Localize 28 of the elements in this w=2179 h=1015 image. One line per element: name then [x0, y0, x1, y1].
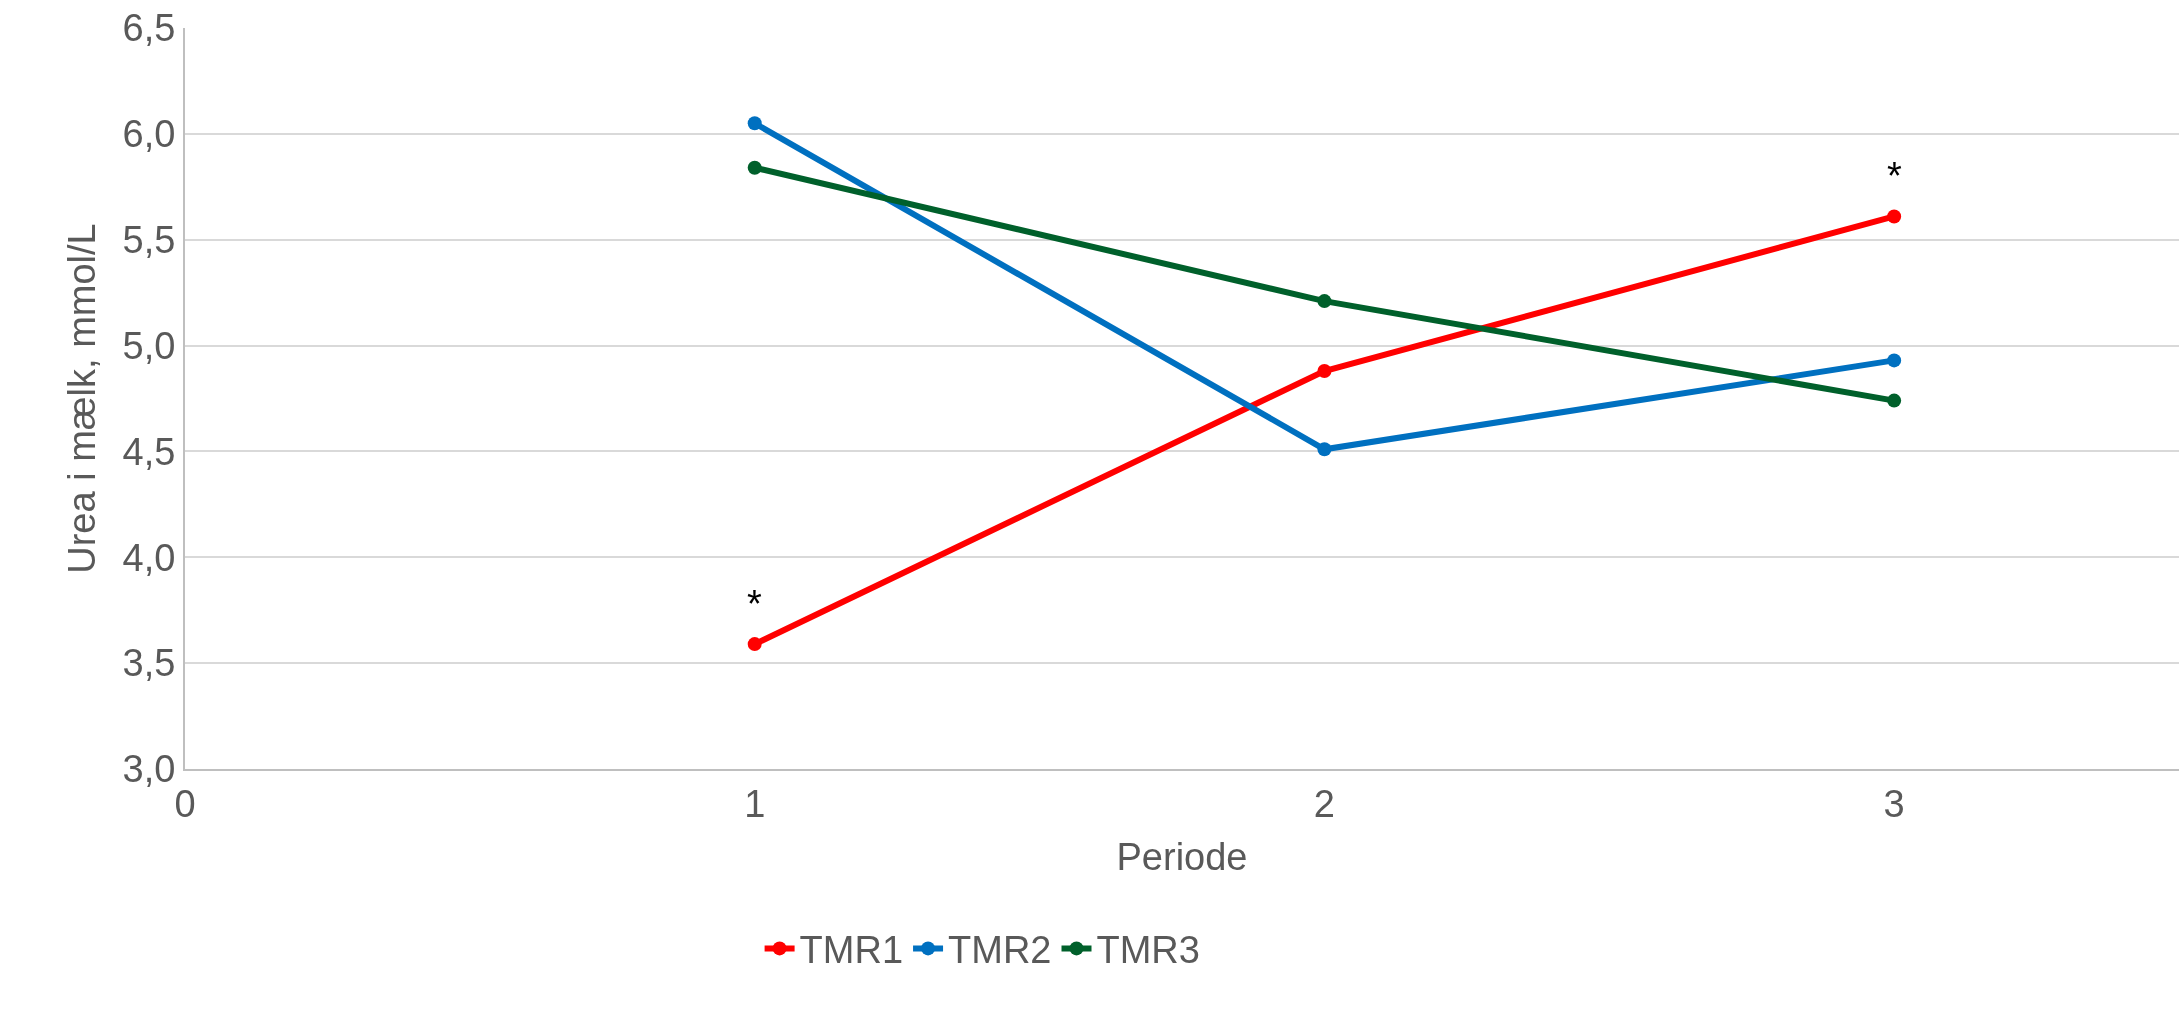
y-tick-label: 6,5	[122, 7, 176, 50]
annotation: *	[1887, 155, 1902, 197]
point	[1887, 393, 1902, 408]
x-tick-label: 0	[174, 782, 196, 825]
point	[1887, 353, 1902, 368]
y-tick-label: 6,0	[122, 113, 176, 156]
y-tick-label: 4,5	[122, 430, 176, 473]
x-tick-label: 1	[744, 782, 766, 825]
annotation: *	[747, 583, 762, 625]
point	[1317, 294, 1332, 309]
legend-label: TMR1	[799, 929, 904, 972]
point	[747, 637, 762, 652]
x-tick-label: 2	[1313, 782, 1335, 825]
y-axis-title: Urea i mælk, mmol/L	[61, 223, 104, 574]
point	[1317, 442, 1332, 457]
y-tick-label: 4,0	[122, 536, 176, 579]
point	[1887, 209, 1902, 224]
point	[1317, 363, 1332, 378]
legend-label: TMR3	[1096, 929, 1200, 972]
point	[747, 160, 762, 175]
y-tick-label: 3,5	[122, 642, 176, 685]
x-axis-title: Periode	[1116, 836, 1248, 879]
x-tick-label: 3	[1883, 782, 1905, 825]
legend-label: TMR2	[948, 929, 1052, 972]
point	[747, 116, 762, 131]
y-tick-label: 5,5	[122, 219, 176, 262]
y-tick-label: 3,0	[122, 748, 176, 791]
y-tick-label: 5,0	[122, 324, 176, 367]
